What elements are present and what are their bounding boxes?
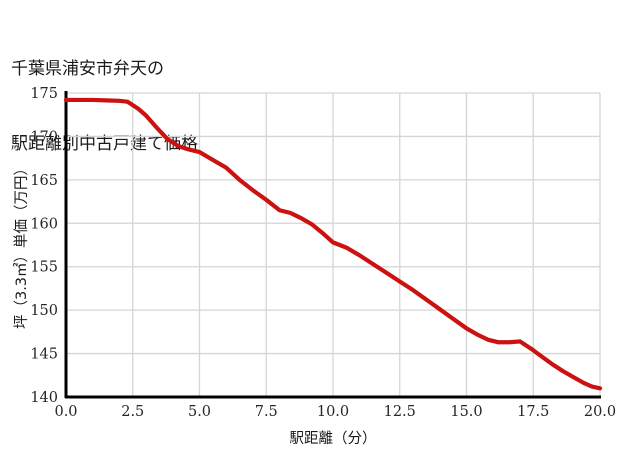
x-axis-title: 駅距離（分） [290,429,377,447]
chart-title-line-1: 千葉県浦安市弁天の [11,59,164,79]
x-tick-label: 2.5 [121,404,144,420]
x-tick-label: 5.0 [188,404,211,420]
x-tick-label: 0.0 [54,404,77,420]
y-tick-label: 165 [30,173,58,189]
data-line-series-0 [63,97,603,391]
y-tick-label: 140 [30,390,58,406]
y-tick-label: 150 [30,303,58,319]
y-tick-label: 170 [30,129,58,145]
data-series-group [63,97,603,391]
y-axis-tick-labels: 140 145 150 155 160 165 170 175 [30,86,58,406]
plot-border [64,91,601,399]
x-tick-label: 20.0 [584,404,616,420]
y-tick-label: 175 [30,86,58,102]
chart-title-line-2: 駅距離別中古戸建て価格 [11,134,198,154]
chart-title: 千葉県浦安市弁天の 駅距離別中古戸建て価格 [11,7,611,207]
x-tick-label: 17.5 [517,404,549,420]
x-tick-label: 15.0 [450,404,482,420]
y-tick-label: 145 [30,347,58,363]
y-tick-label: 155 [30,260,58,276]
axis-titles: 駅距離（分） 坪（3.3㎡）単価（万円） [13,161,377,447]
grid-lines [65,92,601,398]
x-tick-label: 10.0 [317,404,349,420]
x-tick-label: 7.5 [255,404,278,420]
x-tick-label: 12.5 [384,404,416,420]
y-axis-title: 坪（3.3㎡）単価（万円） [13,161,30,329]
y-tick-label: 160 [30,216,58,232]
x-axis-tick-labels: 0.0 2.5 5.0 7.5 10.0 12.5 15.0 17.5 20.0 [54,404,616,420]
